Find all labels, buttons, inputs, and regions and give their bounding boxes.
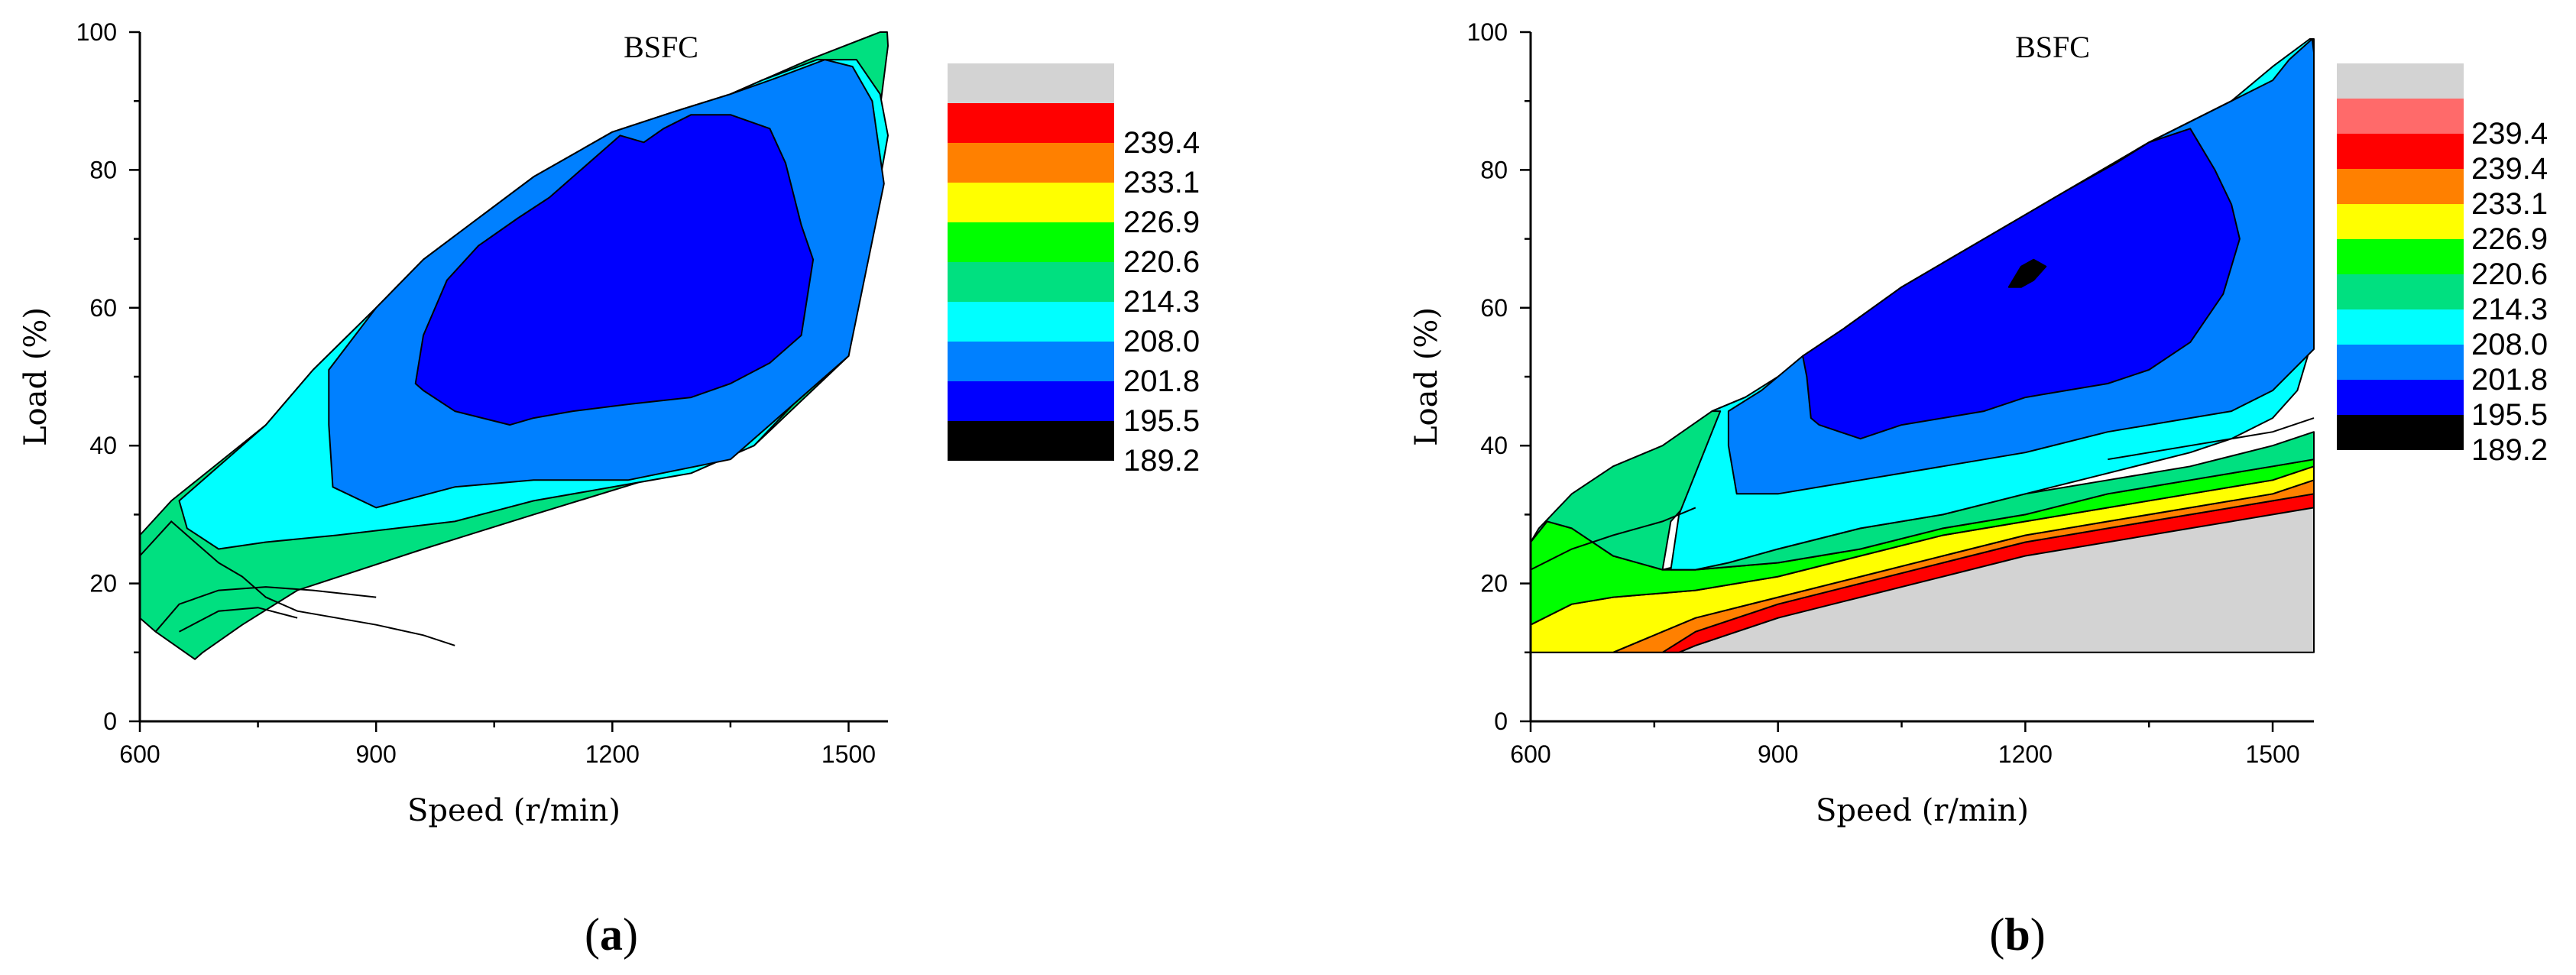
x-tick-label: 900	[355, 740, 396, 768]
legend-swatch	[2337, 309, 2464, 345]
chart-panel-a: 600 900 1200 1500 0 20 40 60 80 100 Speed (r/min) L…	[18, 18, 1200, 828]
contour-line-1	[154, 586, 377, 633]
x-tick-label: 1200	[1998, 740, 2053, 768]
contour-region-3	[414, 114, 815, 426]
legend-swatch	[2337, 204, 2464, 239]
legend-label: 220.6	[1123, 245, 1200, 279]
chart-title: BSFC	[624, 30, 698, 64]
y-tick-label: 0	[103, 708, 117, 735]
x-tick-label: 1500	[2245, 740, 2299, 768]
chart-panel-b: 600 900 1200 1500 0 20 40 60 80 100 Speed (r/min) L…	[1409, 18, 2548, 828]
legend-swatch	[948, 103, 1114, 143]
legend-label: 239.4	[1123, 126, 1200, 160]
y-tick-label: 60	[1480, 294, 1508, 322]
contour-line-2	[179, 607, 298, 633]
legend-swatch	[2337, 63, 2464, 99]
x-tick-label: 1500	[821, 740, 876, 768]
legend-label: 220.6	[2471, 258, 2548, 291]
legend-swatch	[2337, 239, 2464, 274]
legend-swatch	[2337, 415, 2464, 450]
y-tick-label: 60	[89, 294, 117, 322]
legend-label: 189.2	[2471, 433, 2548, 467]
y-tick-label: 20	[89, 570, 117, 598]
legend-label: 233.1	[2471, 187, 2548, 221]
legend-swatch	[948, 183, 1114, 222]
legend-swatch	[948, 143, 1114, 183]
legend-swatch	[2337, 274, 2464, 309]
legend-label: 208.0	[1123, 325, 1200, 358]
legend-swatch	[948, 342, 1114, 381]
x-tick-label: 600	[119, 740, 160, 768]
legend-label: 226.9	[2471, 222, 2548, 256]
legend-label: 239.4	[2471, 117, 2548, 151]
legend-label: 214.3	[2471, 293, 2548, 326]
panel-label-b: (b)	[1989, 909, 2045, 960]
legend-swatch	[2337, 134, 2464, 169]
legend-swatch	[2337, 345, 2464, 380]
legend-swatch	[2337, 169, 2464, 204]
legend-label: 195.5	[1123, 404, 1200, 438]
panel-label-a: (a)	[585, 909, 638, 960]
x-tick-label: 1200	[585, 740, 640, 768]
chart-title: BSFC	[2015, 30, 2090, 64]
contour-region-9	[2007, 258, 2047, 288]
legend-label: 239.4	[2471, 152, 2548, 186]
contour-line-0	[139, 520, 455, 646]
y-tick-label: 80	[89, 156, 117, 183]
legend-label: 201.8	[1123, 364, 1200, 398]
legend-label: 226.9	[1123, 206, 1200, 239]
x-tick-label: 600	[1510, 740, 1550, 768]
x-tick-label: 900	[1758, 740, 1798, 768]
legend-swatch	[948, 421, 1114, 461]
contour-line-1	[2108, 417, 2315, 461]
legend-label: 201.8	[2471, 363, 2548, 397]
contour-line-0	[1530, 507, 1696, 571]
legend-label: 195.5	[2471, 398, 2548, 432]
y-axis-title: Load (%)	[1409, 307, 1444, 446]
legend-swatch	[948, 381, 1114, 421]
y-tick-label: 40	[89, 432, 117, 459]
y-axis-title: Load (%)	[18, 307, 53, 446]
y-tick-label: 0	[1494, 708, 1508, 735]
legend-swatch	[2337, 99, 2464, 134]
legend-label: 189.2	[1123, 444, 1200, 478]
y-tick-label: 40	[1480, 432, 1508, 459]
legend-label: 233.1	[1123, 166, 1200, 199]
legend-swatch	[2337, 380, 2464, 415]
legend-swatch	[948, 302, 1114, 342]
legend-label: 214.3	[1123, 285, 1200, 319]
y-tick-label: 100	[1467, 18, 1508, 46]
x-axis-title: Speed (r/min)	[1816, 793, 2029, 828]
y-tick-label: 100	[76, 18, 117, 46]
y-tick-label: 80	[1480, 156, 1508, 183]
legend-label: 208.0	[2471, 328, 2548, 361]
legend-swatch	[948, 222, 1114, 262]
y-tick-label: 20	[1480, 570, 1508, 598]
legend-swatch	[948, 262, 1114, 302]
x-axis-title: Speed (r/min)	[407, 793, 621, 828]
legend-swatch	[948, 63, 1114, 103]
